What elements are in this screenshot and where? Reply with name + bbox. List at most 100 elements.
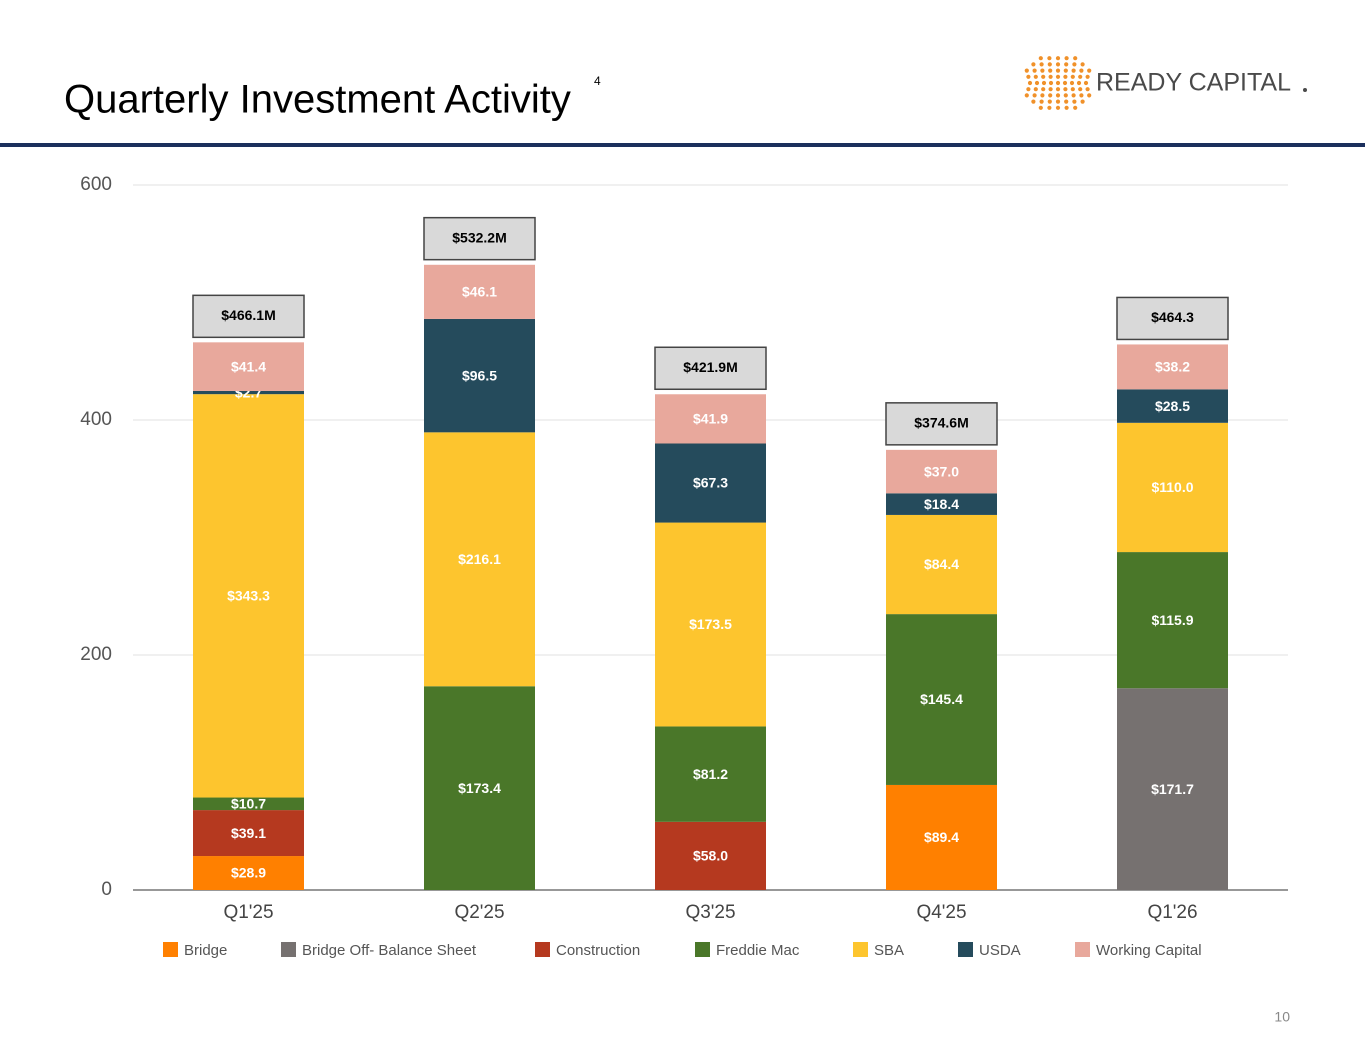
- logo-dot: [1063, 74, 1068, 79]
- logo-dot: [1041, 74, 1046, 79]
- value-label: $96.5: [462, 367, 497, 383]
- bar-segment: [886, 614, 997, 785]
- logo-dot: [1041, 80, 1047, 86]
- logo-dot: [1085, 87, 1090, 92]
- bar-segment: [424, 432, 535, 687]
- logo-dot: [1072, 62, 1077, 67]
- bar-segment: [886, 784, 997, 890]
- value-label: $89.4: [924, 829, 959, 845]
- legend-label: Working Capital: [1096, 942, 1202, 959]
- value-label: $145.4: [920, 691, 963, 707]
- logo-dot: [1055, 62, 1061, 67]
- logo-dot: [1070, 87, 1075, 92]
- value-label: $84.4: [924, 556, 959, 572]
- value-label: $81.2: [693, 766, 728, 782]
- title-note: 4: [594, 74, 601, 88]
- logo-dot: [1032, 68, 1037, 73]
- logo-dot: [1071, 68, 1076, 73]
- y-tick-label: 0: [101, 879, 112, 900]
- value-label: $39.1: [231, 825, 266, 841]
- value-label: $343.3: [227, 588, 270, 604]
- legend-label: Construction: [556, 942, 640, 959]
- logo-dot: [1033, 74, 1038, 79]
- logo-dot: [1048, 87, 1053, 92]
- x-tick-label: Q3'25: [685, 902, 735, 923]
- logo-dot: [1064, 56, 1069, 61]
- bar-segment: [424, 318, 535, 433]
- logo-dot: [1064, 62, 1069, 67]
- value-label: $110.0: [1151, 479, 1193, 495]
- logo-dot: [1047, 62, 1052, 67]
- value-label: $18.4: [924, 496, 959, 512]
- logo-dot: [1034, 80, 1040, 86]
- logo-dot: [1063, 93, 1068, 98]
- total-label: $421.9M: [683, 359, 737, 375]
- logo-dot: [1026, 87, 1031, 92]
- value-label: $173.5: [689, 616, 732, 632]
- bar-segment: [655, 394, 766, 444]
- logo-dot: [1080, 99, 1085, 104]
- value-label: $41.9: [693, 411, 728, 427]
- logo-dot: [1063, 68, 1068, 73]
- logo-dot: [1039, 62, 1044, 67]
- logo-dot: [1079, 68, 1084, 73]
- logo-registered: [1303, 88, 1307, 92]
- logo-dot: [1041, 87, 1046, 92]
- total-label: $374.6M: [914, 415, 968, 431]
- y-tick-label: 200: [80, 644, 112, 665]
- bar-segment: [886, 493, 997, 515]
- logo-dot: [1079, 93, 1084, 98]
- logo-dot: [1087, 68, 1092, 73]
- x-tick-label: Q1'25: [223, 902, 273, 923]
- bar-segment: [193, 810, 304, 857]
- header-rule: [0, 143, 1365, 147]
- logo-dot: [1047, 105, 1052, 110]
- logo-dot: [1055, 93, 1061, 98]
- legend-swatch: [281, 942, 296, 957]
- logo-dot: [1076, 80, 1082, 86]
- y-tick-label: 600: [80, 174, 112, 195]
- total-label: $466.1M: [221, 307, 275, 323]
- logo-dot: [1032, 93, 1037, 98]
- logo-dot: [1085, 74, 1090, 79]
- x-tick-label: Q2'25: [454, 902, 504, 923]
- value-label: $58.0: [693, 848, 728, 864]
- logo-dot: [1048, 93, 1053, 98]
- bar-segment: [1117, 389, 1228, 423]
- bar-segment: [424, 686, 535, 890]
- y-tick-label: 400: [80, 409, 112, 430]
- slide-title: Quarterly Investment Activity: [64, 78, 571, 122]
- value-label: $38.2: [1155, 359, 1190, 375]
- logo-dot: [1069, 80, 1075, 86]
- legend-swatch: [695, 942, 710, 957]
- logo-dot: [1073, 56, 1078, 61]
- logo-dot: [1063, 87, 1068, 92]
- value-label: $216.1: [458, 551, 501, 567]
- logo-dot: [1047, 99, 1052, 104]
- value-label: $171.7: [1151, 781, 1194, 797]
- logo-dot: [1038, 56, 1043, 61]
- logo-dot: [1048, 68, 1053, 73]
- legend-label: Bridge: [184, 942, 227, 959]
- logo-dot: [1055, 99, 1061, 104]
- total-box: [1116, 296, 1229, 341]
- legend-swatch: [958, 942, 973, 957]
- logo-dot: [1027, 80, 1033, 86]
- legend-swatch: [163, 942, 178, 957]
- total-box: [654, 346, 767, 391]
- logo-dot: [1062, 80, 1068, 86]
- value-label: $173.4: [458, 780, 501, 796]
- value-label: $28.9: [231, 865, 266, 881]
- logo-dot: [1031, 62, 1036, 67]
- legend-label: Freddie Mac: [716, 942, 800, 959]
- bar-segment: [655, 821, 766, 890]
- bar-segment: [655, 443, 766, 523]
- bar-segment: [1117, 688, 1228, 890]
- logo-dot: [1078, 87, 1083, 92]
- bar-segment: [193, 856, 304, 890]
- bar-segment: [886, 514, 997, 615]
- logo-dot: [1070, 74, 1075, 79]
- legend-swatch: [853, 942, 868, 957]
